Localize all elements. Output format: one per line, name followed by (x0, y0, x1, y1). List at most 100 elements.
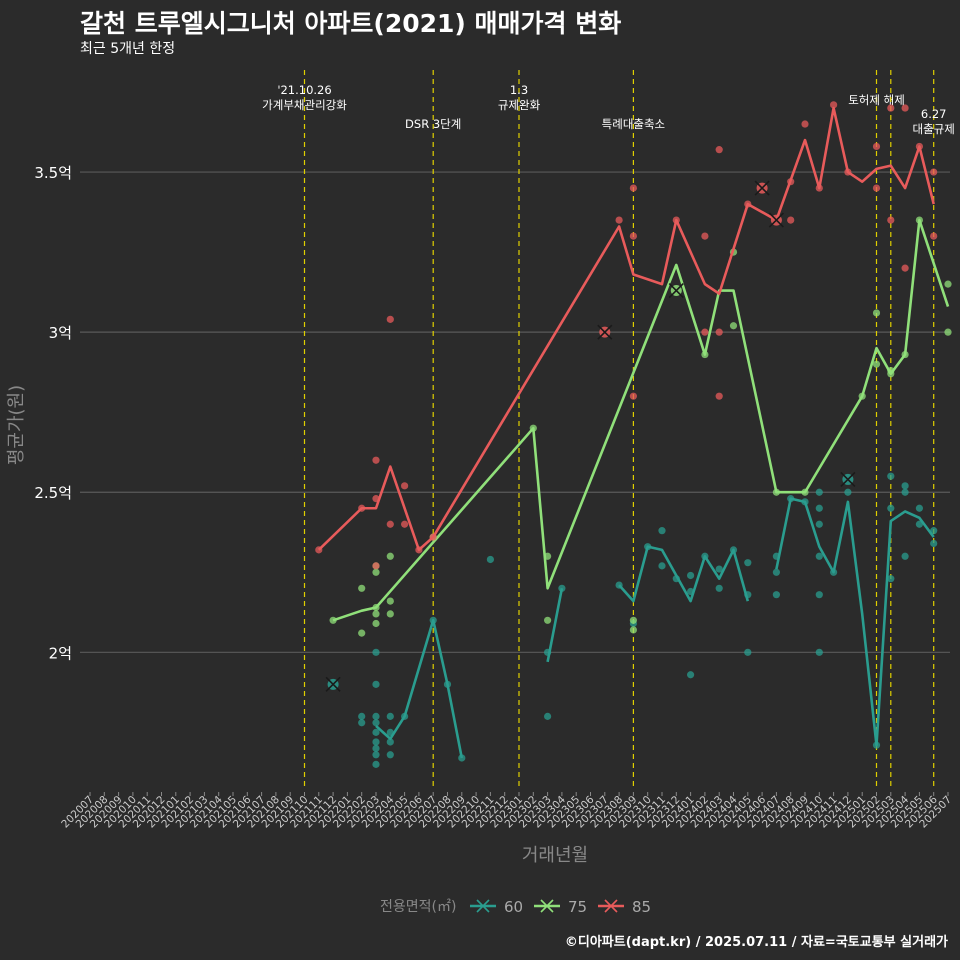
legend-label: 60 (504, 898, 523, 916)
data-point (887, 216, 895, 224)
data-point (386, 738, 394, 746)
data-point (815, 591, 823, 599)
x-axis: 2020072020082020092020102020112020122021… (59, 792, 954, 866)
data-point (372, 610, 380, 618)
y-tick-label: 3억 (49, 324, 72, 342)
series-line (375, 619, 464, 759)
legend-title: 전용면적(㎡) (380, 899, 456, 915)
data-point (915, 504, 924, 512)
series-marks (315, 101, 952, 768)
data-point (544, 616, 552, 624)
data-point (815, 552, 823, 560)
legend-label: 75 (568, 898, 587, 916)
data-point (944, 328, 952, 336)
data-point (386, 520, 394, 528)
data-point (372, 568, 380, 576)
data-point (658, 527, 666, 535)
series-line (775, 497, 935, 747)
data-point (687, 571, 695, 580)
y-tick-label: 2.5억 (34, 484, 72, 502)
event-label: 6.27 (921, 107, 947, 121)
data-point (772, 591, 781, 599)
data-point (901, 552, 909, 560)
data-point (687, 671, 695, 679)
event-label: 토허제 해제 (848, 93, 905, 107)
series-line (332, 218, 950, 622)
data-point (372, 712, 380, 720)
event-label: 규제완화 (498, 98, 541, 112)
y-tick-label: 3.5억 (34, 164, 72, 182)
data-point (358, 629, 366, 637)
data-point (372, 760, 380, 768)
data-point (386, 552, 394, 560)
data-point (815, 648, 823, 656)
y-axis-label: 평균가(원) (6, 385, 27, 465)
data-point (815, 488, 823, 496)
data-point (458, 754, 466, 762)
data-point (372, 744, 380, 752)
data-point (372, 728, 380, 736)
data-point (629, 616, 638, 624)
chart-subtitle: 최근 5개년 한정 (80, 41, 176, 57)
data-point (930, 232, 938, 240)
data-point (887, 575, 895, 583)
cross-marker (597, 324, 613, 340)
data-point (372, 456, 380, 464)
data-point (386, 315, 394, 323)
data-point (930, 539, 938, 548)
data-point (872, 360, 881, 368)
data-point (715, 392, 723, 400)
data-point (358, 712, 366, 720)
cross-marker (768, 212, 784, 228)
data-point (372, 738, 380, 746)
data-point (930, 527, 938, 535)
data-point (887, 104, 895, 112)
data-point (372, 751, 380, 759)
data-point (915, 520, 924, 528)
event-label: '21.10.26 (277, 83, 331, 97)
data-point (801, 120, 809, 128)
legend-swatch-cross (540, 899, 554, 913)
data-point (544, 712, 552, 720)
cross-marker (840, 471, 856, 487)
data-point (372, 719, 380, 727)
data-point (401, 482, 409, 490)
cross-marker (754, 180, 770, 196)
data-point (715, 328, 723, 336)
legend-swatch-cross (604, 899, 618, 913)
data-point (401, 520, 409, 528)
event-label: DSR 3단계 (405, 117, 461, 131)
series-60 (325, 471, 938, 768)
data-point (386, 610, 394, 618)
data-point (615, 216, 623, 224)
data-point (701, 328, 709, 336)
data-point (486, 555, 494, 564)
data-point (744, 648, 752, 656)
data-point (744, 559, 752, 567)
source-caption: ©디아파트(dapt.kr) / 2025.07.11 / 자료=국토교통부 실… (564, 935, 948, 950)
data-point (887, 504, 895, 512)
grid-lines (80, 171, 950, 653)
data-point (386, 751, 394, 759)
series-85 (315, 101, 938, 570)
event-label: 1.3 (510, 83, 528, 97)
data-point (715, 146, 723, 154)
data-point (772, 568, 781, 576)
data-point (729, 322, 738, 330)
data-point (901, 482, 909, 490)
data-point (901, 488, 909, 496)
data-point (815, 504, 823, 512)
data-point (386, 712, 394, 720)
data-point (872, 142, 881, 151)
event-label: 가계부채관리강화 (262, 98, 347, 112)
data-point (901, 104, 909, 112)
cross-marker (668, 282, 684, 299)
cross-marker (325, 676, 341, 692)
data-point (787, 216, 795, 224)
series-line (546, 588, 564, 663)
data-point (887, 472, 895, 480)
data-point (844, 488, 852, 496)
legend: 전용면적(㎡) 60 75 85 (380, 898, 651, 916)
